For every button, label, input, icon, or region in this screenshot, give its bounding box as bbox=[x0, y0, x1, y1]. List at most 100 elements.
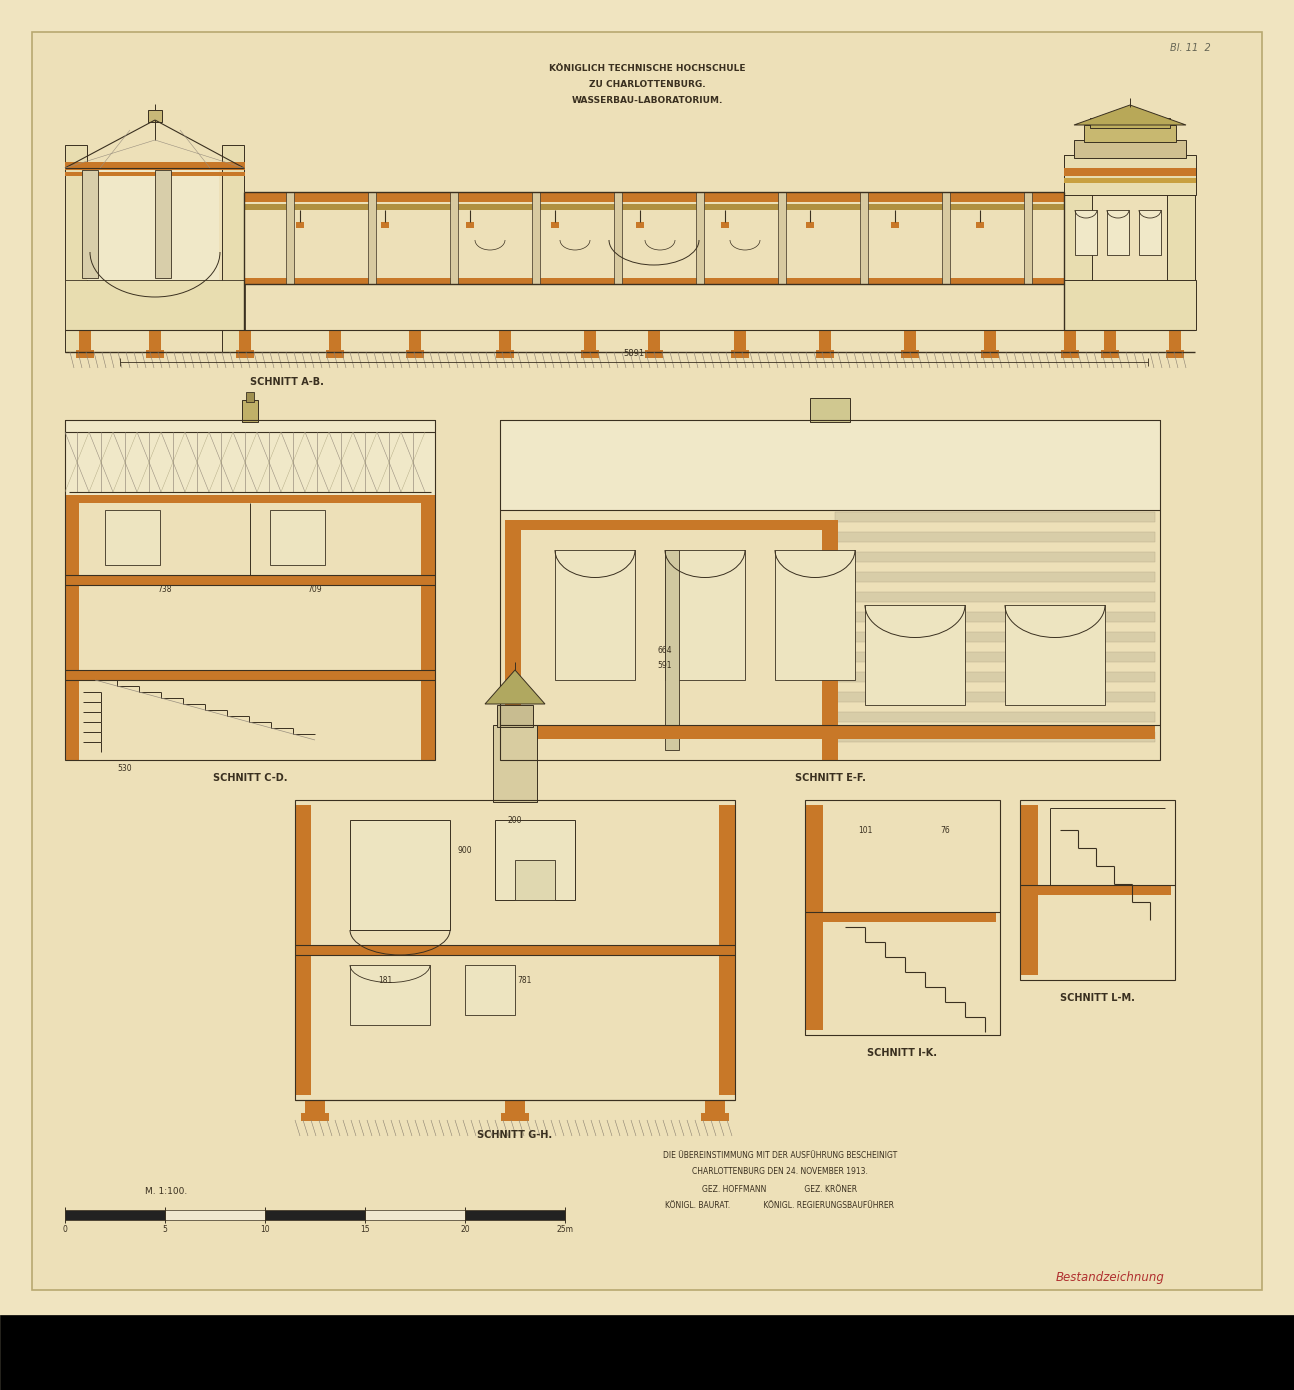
Text: SCHNITT A-B.: SCHNITT A-B. bbox=[250, 377, 324, 386]
Bar bbox=[806, 222, 814, 228]
Bar bbox=[835, 632, 1156, 642]
Bar bbox=[0, 1315, 1294, 1390]
Bar bbox=[295, 801, 735, 1099]
Bar bbox=[1061, 350, 1079, 359]
Bar bbox=[835, 652, 1156, 662]
Text: 709: 709 bbox=[308, 585, 322, 594]
Text: M. 1:100.: M. 1:100. bbox=[145, 1187, 188, 1197]
Bar bbox=[465, 965, 515, 1015]
Text: WASSERBAU-LABORATORIUM.: WASSERBAU-LABORATORIUM. bbox=[572, 96, 722, 104]
Bar bbox=[1024, 192, 1033, 284]
Bar bbox=[79, 329, 91, 352]
Bar bbox=[719, 805, 735, 1095]
Bar bbox=[496, 350, 514, 359]
Bar bbox=[496, 820, 575, 899]
Bar bbox=[1064, 156, 1196, 195]
Text: SCHNITT E-F.: SCHNITT E-F. bbox=[795, 773, 866, 783]
Bar bbox=[515, 860, 555, 899]
Bar bbox=[696, 192, 704, 284]
Bar bbox=[79, 495, 421, 503]
Text: SCHNITT G-H.: SCHNITT G-H. bbox=[477, 1130, 553, 1140]
Bar bbox=[245, 204, 1064, 210]
Text: 530: 530 bbox=[118, 763, 132, 773]
Bar bbox=[1064, 178, 1196, 183]
Bar bbox=[1084, 125, 1176, 142]
Bar bbox=[329, 329, 342, 352]
Bar bbox=[819, 329, 831, 352]
Bar bbox=[246, 392, 254, 402]
Bar bbox=[1020, 805, 1038, 974]
Bar bbox=[65, 420, 435, 495]
Bar bbox=[149, 329, 160, 352]
Bar bbox=[1038, 885, 1171, 895]
Bar bbox=[236, 350, 254, 359]
Bar bbox=[380, 222, 389, 228]
Text: 5: 5 bbox=[163, 1226, 167, 1234]
Bar bbox=[665, 550, 679, 751]
Bar bbox=[265, 1211, 365, 1220]
Bar bbox=[76, 350, 94, 359]
Text: 76: 76 bbox=[941, 826, 950, 834]
Bar bbox=[242, 400, 258, 423]
Bar bbox=[493, 726, 537, 802]
Bar bbox=[155, 170, 171, 278]
Bar bbox=[1104, 329, 1115, 352]
Bar bbox=[245, 192, 1064, 202]
Bar bbox=[861, 192, 868, 284]
Bar bbox=[644, 350, 663, 359]
Bar bbox=[1075, 210, 1097, 254]
Bar bbox=[499, 420, 1159, 760]
Bar bbox=[892, 222, 899, 228]
Bar bbox=[835, 692, 1156, 702]
Text: Bl. 11  2: Bl. 11 2 bbox=[1170, 43, 1211, 53]
Bar bbox=[505, 520, 521, 760]
Text: DIE ÜBEREINSTIMMUNG MIT DER AUSFÜHRUNG BESCHEINIGT: DIE ÜBEREINSTIMMUNG MIT DER AUSFÜHRUNG B… bbox=[663, 1151, 897, 1159]
Bar bbox=[105, 510, 160, 564]
Text: alamy: alamy bbox=[70, 1336, 164, 1364]
Bar bbox=[65, 420, 435, 760]
Bar bbox=[499, 329, 511, 352]
Bar bbox=[501, 1113, 529, 1120]
Bar bbox=[1064, 329, 1077, 352]
Bar bbox=[835, 573, 1156, 582]
Bar bbox=[981, 350, 999, 359]
Bar bbox=[817, 350, 835, 359]
Bar bbox=[835, 512, 1156, 523]
Bar bbox=[409, 329, 421, 352]
Bar bbox=[79, 575, 421, 585]
Polygon shape bbox=[485, 670, 545, 703]
Bar bbox=[406, 350, 424, 359]
Bar bbox=[286, 192, 294, 284]
Text: 664: 664 bbox=[657, 645, 673, 655]
Bar bbox=[835, 532, 1156, 542]
Bar bbox=[613, 192, 622, 284]
Bar bbox=[421, 495, 435, 760]
Bar bbox=[505, 726, 1156, 739]
Bar bbox=[497, 705, 533, 727]
Bar bbox=[901, 350, 919, 359]
Bar bbox=[65, 172, 245, 177]
Text: KÖNIGLICH TECHNISCHE HOCHSCHULE: KÖNIGLICH TECHNISCHE HOCHSCHULE bbox=[549, 64, 745, 72]
Bar bbox=[79, 670, 421, 680]
Bar bbox=[326, 350, 344, 359]
Text: 900: 900 bbox=[458, 845, 472, 855]
Bar bbox=[270, 510, 325, 564]
Text: ZU CHARLOTTENBURG.: ZU CHARLOTTENBURG. bbox=[589, 79, 705, 89]
Bar bbox=[1101, 350, 1119, 359]
Bar bbox=[146, 350, 164, 359]
Bar bbox=[835, 592, 1156, 602]
Bar bbox=[648, 329, 660, 352]
Text: SCHNITT C-D.: SCHNITT C-D. bbox=[212, 773, 287, 783]
Bar bbox=[1064, 156, 1092, 329]
Bar bbox=[810, 398, 850, 423]
Bar bbox=[835, 712, 1156, 721]
Text: 5891: 5891 bbox=[624, 349, 644, 359]
Bar bbox=[864, 605, 965, 705]
Bar bbox=[295, 805, 311, 1095]
Bar bbox=[1005, 605, 1105, 705]
Bar bbox=[499, 420, 1159, 510]
Text: 20: 20 bbox=[461, 1226, 470, 1234]
Text: Bestandzeichnung: Bestandzeichnung bbox=[1056, 1272, 1165, 1284]
Bar bbox=[983, 329, 996, 352]
Bar bbox=[1166, 350, 1184, 359]
